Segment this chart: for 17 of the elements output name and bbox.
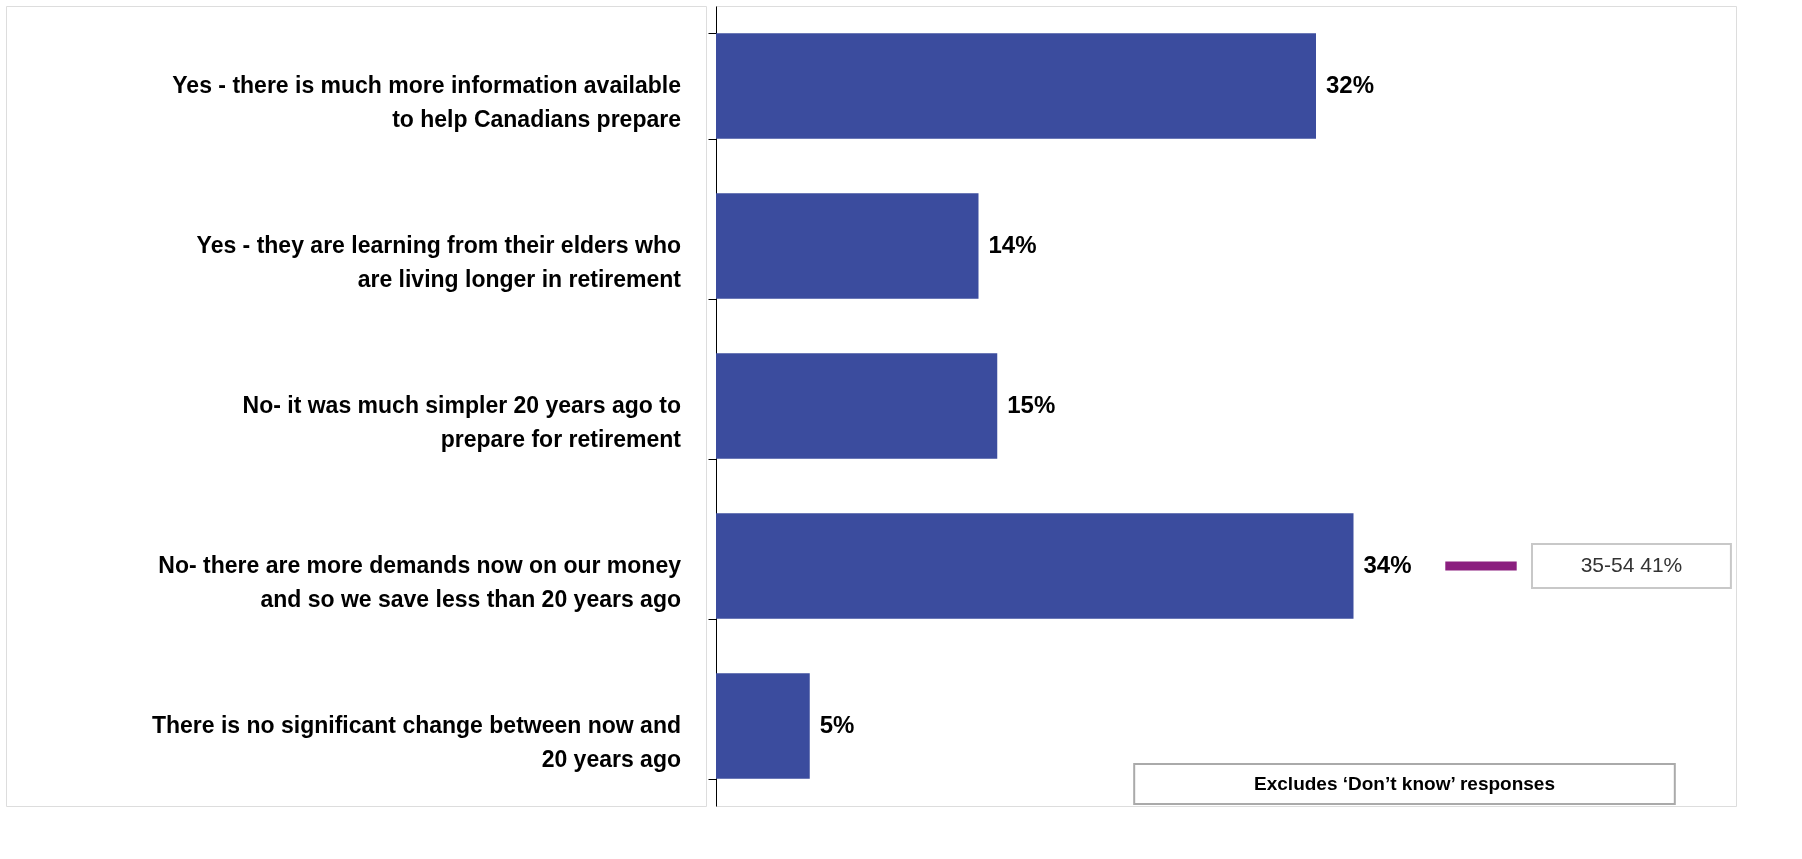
bar — [716, 33, 1316, 139]
annotation: Excludes ‘Don’t know’ responses — [1254, 773, 1555, 794]
text: 35-54 41% — [1580, 553, 1683, 576]
y-tick-label: No- it was much simpler 20 years ago to prepare for retirement — [242, 392, 682, 452]
data-label: 15% — [1007, 391, 1056, 418]
bar — [716, 353, 998, 459]
bar — [716, 513, 1354, 619]
data-label: 14% — [988, 231, 1037, 258]
data-label: 5% — [819, 711, 855, 738]
y-tick-label: Yes - they are learning from their elders who are living longer in retirement — [196, 232, 682, 292]
bar — [716, 673, 810, 779]
y-tick-label: There is no significant change between now and 20 years ago — [151, 712, 681, 772]
bar — [716, 193, 979, 299]
data-label: 32% — [1326, 71, 1375, 98]
data-label: 34% — [1363, 551, 1412, 578]
y-tick-label: Yes - there is much more information available to help Canadians prepare — [172, 72, 681, 132]
y-tick-label: No- there are more demands now on our money and so we save less than 20 years ago — [158, 552, 682, 612]
